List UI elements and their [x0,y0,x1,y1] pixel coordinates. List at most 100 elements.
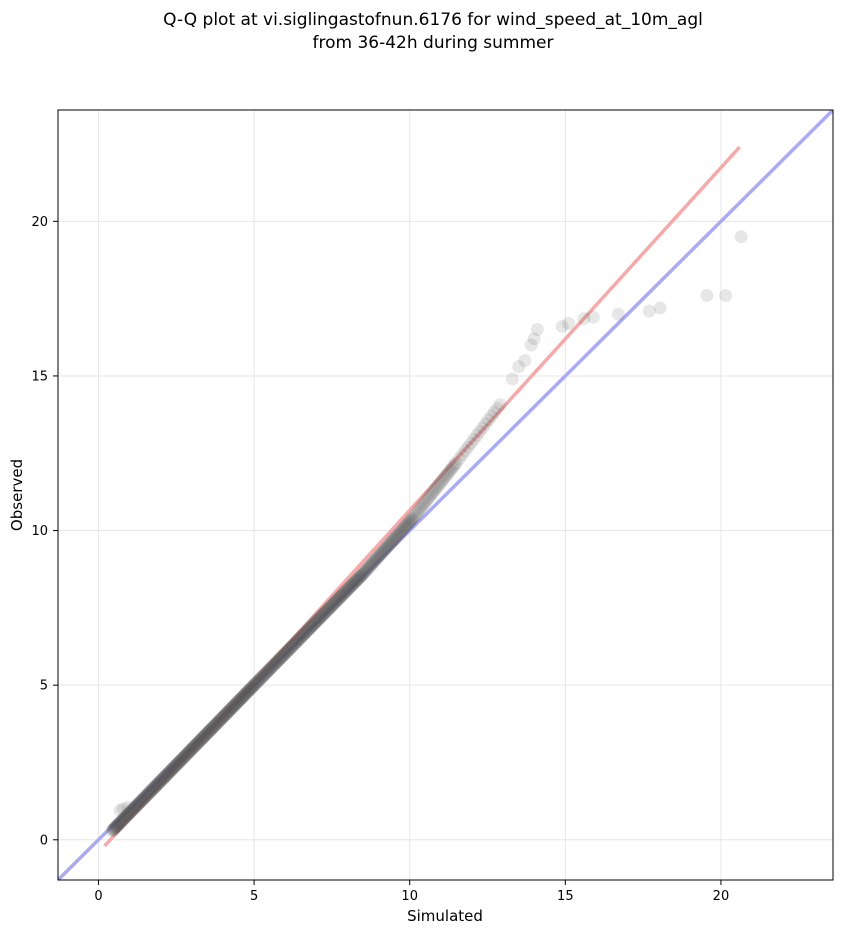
data-point [330,593,344,607]
data-point [182,745,196,759]
data-point [143,786,157,800]
data-point [409,507,423,521]
data-point [165,762,179,776]
data-point [439,469,453,483]
data-point [289,635,303,649]
data-point [395,523,409,537]
data-point [289,636,303,650]
data-point [374,546,388,560]
data-point [449,456,463,470]
data-point [122,806,136,820]
data-point [215,711,229,725]
data-point [193,734,207,748]
data-point [261,664,275,678]
data-point [264,661,278,675]
data-point [305,619,319,633]
data-point [192,735,206,749]
data-point [364,558,378,572]
data-point [154,773,168,787]
data-point [360,562,374,576]
data-point [305,619,319,633]
data-point [470,428,484,442]
data-point [259,666,273,680]
data-point [402,515,416,529]
data-point [241,684,255,698]
data-point [393,526,407,540]
data-point [143,785,157,799]
data-point [148,780,162,794]
data-point [290,634,304,648]
data-point [121,800,135,814]
data-point [432,478,446,492]
data-point [341,583,355,597]
data-point [308,616,322,630]
data-point [223,703,237,717]
data-point [388,532,402,546]
data-point [413,502,427,516]
grid-lines [58,110,833,880]
data-point [116,813,130,827]
data-point [461,440,475,454]
data-point [245,680,259,694]
x-axis: 0 5 10 15 20 [94,880,729,904]
data-point [345,578,359,592]
data-point [147,781,161,795]
data-point [262,662,276,676]
data-point [354,569,368,583]
data-point [253,672,267,686]
data-point [347,576,361,590]
data-point [190,737,204,751]
data-point [586,310,600,324]
data-point [255,670,269,684]
fit-line [103,145,741,848]
data-point [158,770,172,784]
data-point [229,697,243,711]
data-point [490,401,504,415]
data-point [330,594,344,608]
data-point [220,706,234,720]
data-point [183,744,197,758]
data-point [184,743,198,757]
data-point [110,819,124,833]
data-point [147,780,161,794]
data-point [188,739,202,753]
data-point [187,740,201,754]
data-point [214,712,228,726]
data-point [215,711,229,725]
data-point [312,611,326,625]
data-point [734,230,748,244]
data-point [373,547,387,561]
data-point [145,783,159,797]
data-point [363,559,377,573]
data-point [355,568,369,582]
data-point [233,692,247,706]
data-point [224,702,238,716]
data-point [277,647,291,661]
data-point [150,778,164,792]
data-point [160,768,174,782]
data-point [387,533,401,547]
data-point [270,655,284,669]
data-point [371,550,385,564]
data-point [198,729,212,743]
data-point [392,527,406,541]
data-point [204,723,218,737]
data-point [206,720,220,734]
data-point [325,598,339,612]
data-point [177,750,191,764]
data-point [321,602,335,616]
data-point [231,694,245,708]
data-point [530,323,544,337]
data-point [248,677,262,691]
data-point [280,644,294,658]
data-point [406,511,420,525]
data-point [297,627,311,641]
data-point [178,749,192,763]
data-point [257,668,271,682]
data-point [224,702,238,716]
data-point [181,746,195,760]
data-point [328,596,342,610]
data-point [326,598,340,612]
data-point [380,540,394,554]
data-point [181,746,195,760]
